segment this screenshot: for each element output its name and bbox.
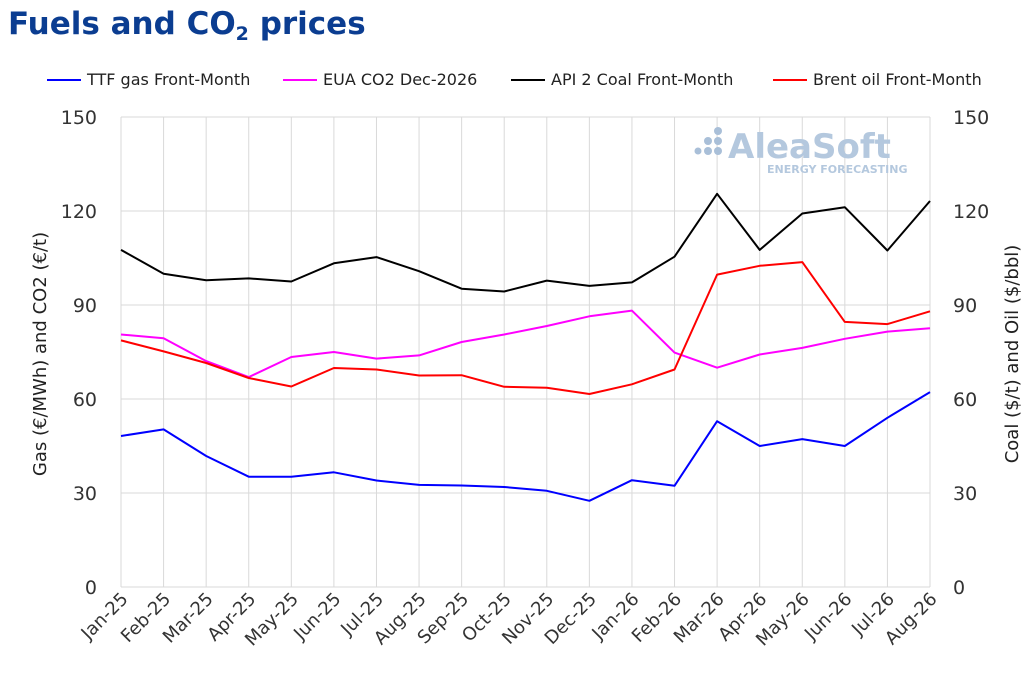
x-tick-label-5: Jun-25 — [289, 589, 345, 645]
right-tick-label-0: 0 — [953, 577, 965, 599]
watermark: AleaSoft ENERGY FORECASTING — [694, 127, 907, 176]
legend-label-ttf: TTF gas Front-Month — [87, 70, 251, 89]
right-tick-label-4: 120 — [953, 201, 989, 223]
left-tick-label-1: 30 — [73, 483, 97, 505]
legend-label-eua: EUA CO2 Dec-2026 — [323, 70, 478, 89]
series-line-2 — [120, 192, 931, 293]
legend-item-ttf: TTF gas Front-Month — [47, 70, 250, 89]
y-axis-label-right: Coal ($/t) and Oil ($/bbl) — [1002, 245, 1023, 464]
legend-item-eua: EUA CO2 Dec-2026 — [283, 70, 477, 89]
right-tick-label-1: 30 — [953, 483, 977, 505]
series-line-1 — [120, 309, 931, 379]
watermark-tagline: ENERGY FORECASTING — [767, 163, 907, 176]
left-tick-label-3: 90 — [73, 295, 97, 317]
grid — [120, 116, 931, 588]
x-tick-label-17: Jun-26 — [800, 589, 856, 645]
legend-swatch-eua — [283, 78, 317, 81]
right-tick-label-2: 60 — [953, 389, 977, 411]
left-tick-label-4: 120 — [61, 201, 97, 223]
right-tick-label-3: 90 — [953, 295, 977, 317]
legend-label-brent: Brent oil Front-Month — [813, 70, 982, 89]
chart-title: Fuels and CO2 prices — [8, 6, 366, 45]
legend-item-brent: Brent oil Front-Month — [773, 70, 982, 89]
x-axis-ticks: Jan-25Feb-25Mar-25Apr-25May-25Jun-25Jul-… — [77, 589, 942, 651]
left-axis-ticks: 0 30 60 90 120 150 — [61, 107, 97, 599]
y-axis-label-left: Gas (€/MWh) and CO2 (€/t) — [30, 232, 51, 476]
legend: TTF gas Front-Month EUA CO2 Dec-2026 API… — [0, 70, 1024, 94]
series-line-0 — [120, 391, 931, 502]
legend-item-coal: API 2 Coal Front-Month — [511, 70, 733, 89]
legend-swatch-brent — [773, 78, 807, 81]
series-line-3 — [120, 261, 931, 395]
legend-swatch-coal — [511, 78, 545, 81]
right-axis-ticks: 0 30 60 90 120 150 — [953, 107, 989, 599]
left-tick-label-0: 0 — [85, 577, 97, 599]
series-lines — [120, 192, 931, 502]
legend-swatch-ttf — [47, 78, 81, 81]
left-tick-label-5: 150 — [61, 107, 97, 129]
legend-label-coal: API 2 Coal Front-Month — [551, 70, 734, 89]
right-tick-label-5: 150 — [953, 107, 989, 129]
watermark-brand: AleaSoft — [728, 127, 891, 167]
aleasoft-logo-icon — [694, 127, 722, 155]
left-tick-label-2: 60 — [73, 389, 97, 411]
